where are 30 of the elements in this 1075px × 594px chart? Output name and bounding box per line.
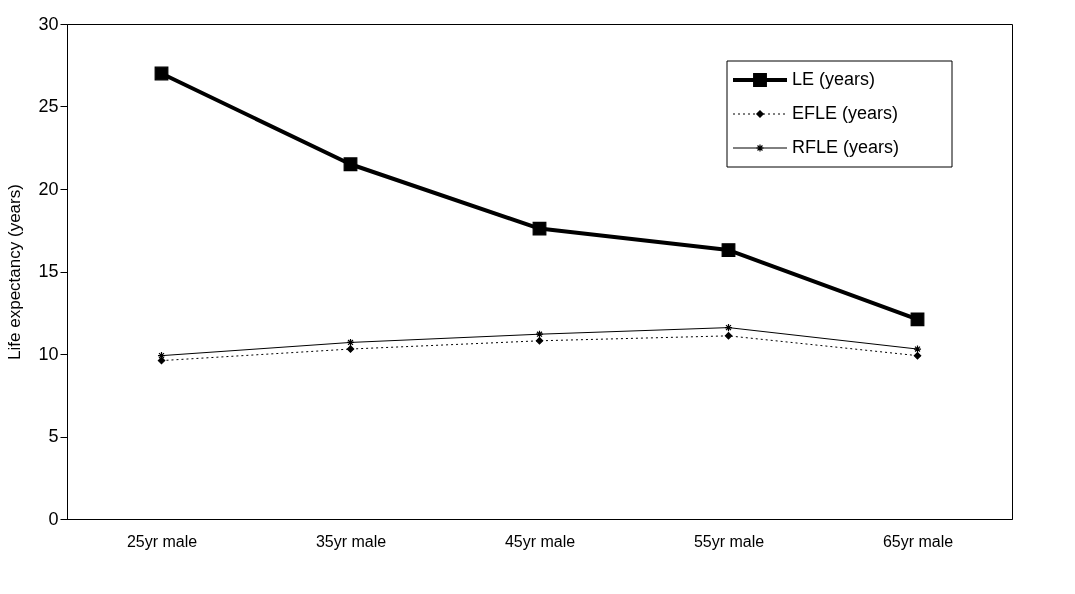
legend-label: LE (years) [792, 69, 876, 89]
y-tick-label: 0 [48, 508, 59, 529]
y-tick-label: 25 [38, 96, 59, 116]
y-axis-title: Life expectancy (years) [5, 184, 25, 360]
x-tick-label: 35yr male [315, 532, 387, 550]
legend-label: RFLE (years) [792, 137, 900, 157]
point [535, 337, 544, 345]
point [157, 351, 166, 360]
x-tick-label: 25yr male [126, 532, 198, 550]
y-tick-label: 20 [38, 178, 59, 199]
y-tick-label: 30 [38, 13, 59, 34]
point [913, 344, 922, 354]
point [157, 356, 166, 365]
y-tick-label: 15 [38, 261, 59, 281]
x-tick-label: 55yr male [693, 532, 765, 550]
point [910, 312, 925, 327]
point [346, 338, 355, 347]
point [721, 243, 736, 257]
x-tick-label: 65yr male [882, 532, 954, 550]
point [913, 351, 922, 360]
point [724, 332, 733, 340]
x-tick-label: 45yr male [504, 532, 576, 550]
point [532, 221, 547, 236]
y-tick-label: 5 [48, 426, 59, 446]
point [535, 330, 544, 339]
y-tick-label: 10 [38, 343, 59, 364]
legend-label: EFLE (years) [792, 103, 899, 123]
point [346, 345, 355, 353]
point [724, 323, 733, 332]
point [343, 157, 358, 172]
